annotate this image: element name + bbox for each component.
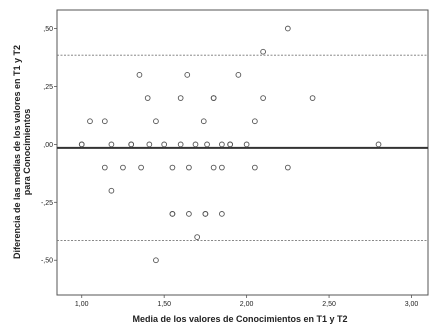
data-point xyxy=(128,141,135,148)
data-point xyxy=(153,257,159,264)
x-tick-label: 1,00 xyxy=(75,301,89,308)
data-point xyxy=(260,95,266,101)
x-axis-title: Media de los valores de Conocimientos en… xyxy=(132,314,347,324)
data-point xyxy=(177,141,184,148)
data-point xyxy=(210,95,217,101)
data-point xyxy=(235,72,242,78)
data-point xyxy=(204,141,210,148)
data-point xyxy=(202,211,209,217)
data-point xyxy=(186,211,192,217)
data-point xyxy=(227,141,233,148)
limit-lines xyxy=(57,54,428,241)
data-point xyxy=(200,118,207,125)
x-tick-label: 2,00 xyxy=(240,301,254,308)
y-axis-title: Diferencia de las medias de los valores … xyxy=(12,45,32,259)
y-tick-label: ,50 xyxy=(43,26,53,33)
data-point xyxy=(252,164,258,171)
data-point xyxy=(192,141,199,148)
plot-frame xyxy=(56,9,429,296)
data-point xyxy=(78,141,85,148)
data-point xyxy=(138,164,144,171)
x-axis-ticks: 1,00 1,50 2,00 2,50 3,00 xyxy=(75,295,419,308)
data-point xyxy=(161,141,168,148)
data-point xyxy=(146,141,153,148)
data-point xyxy=(184,72,191,78)
x-tick-label: 3,00 xyxy=(405,301,419,308)
data-point xyxy=(284,164,291,171)
x-tick-label: 2,50 xyxy=(322,301,336,308)
y-axis-title-line-2: para Conocimientos xyxy=(22,109,32,196)
data-point xyxy=(169,211,176,217)
data-point xyxy=(108,187,115,194)
data-point xyxy=(120,164,126,171)
y-axis-ticks: -,50 -,25 ,00 ,25 ,50 xyxy=(41,26,57,265)
data-point xyxy=(284,25,291,32)
data-point xyxy=(101,164,108,171)
data-point xyxy=(186,164,192,171)
points-layer xyxy=(78,25,382,264)
x-tick-label: 1,50 xyxy=(157,301,171,308)
data-point xyxy=(309,95,316,101)
y-tick-label: ,00 xyxy=(43,142,53,149)
data-point xyxy=(252,118,258,125)
y-axis-title-line-1: Diferencia de las medias de los valores … xyxy=(12,45,22,259)
data-point xyxy=(101,118,108,125)
data-point xyxy=(210,164,217,171)
data-point xyxy=(375,141,382,148)
data-point xyxy=(108,141,115,148)
data-point xyxy=(219,141,225,148)
y-tick-label: -,50 xyxy=(41,258,53,265)
data-point xyxy=(169,164,176,171)
data-point xyxy=(243,141,250,148)
data-point xyxy=(260,48,266,55)
data-point xyxy=(144,95,151,101)
y-tick-label: ,25 xyxy=(43,84,53,91)
y-tick-label: -,25 xyxy=(41,200,53,207)
data-point xyxy=(194,234,201,240)
data-point xyxy=(177,95,184,101)
data-point xyxy=(136,72,143,78)
data-point xyxy=(219,164,225,171)
data-point xyxy=(219,211,225,217)
data-point xyxy=(87,118,93,125)
data-point xyxy=(153,118,159,125)
